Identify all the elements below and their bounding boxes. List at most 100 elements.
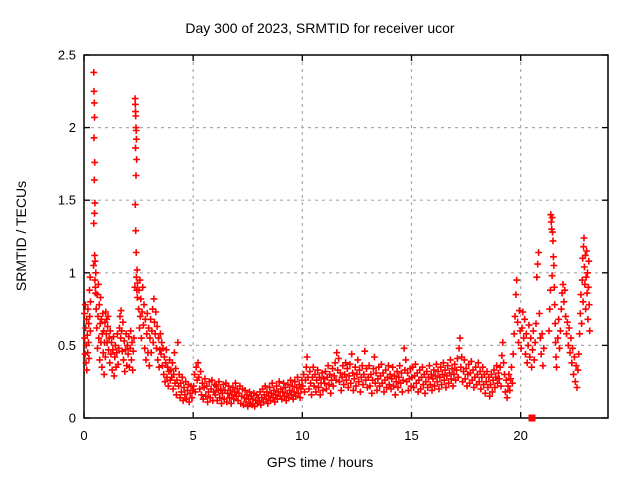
data-point-marker — [341, 371, 349, 378]
data-point-marker — [169, 359, 176, 367]
data-point-marker — [526, 353, 534, 361]
data-point-marker — [84, 349, 92, 357]
data-point-marker — [149, 339, 157, 346]
data-point-marker — [133, 294, 141, 301]
data-point-marker — [284, 381, 292, 388]
data-point-marker — [367, 371, 375, 378]
data-point-marker — [114, 330, 121, 338]
data-point-marker — [576, 310, 584, 317]
data-point-marker — [119, 318, 127, 326]
data-point-marker — [430, 366, 438, 374]
data-point-marker — [568, 359, 576, 367]
data-point-marker — [336, 378, 343, 386]
data-point-marker — [129, 347, 137, 355]
data-point-marker — [580, 243, 587, 251]
data-point-marker — [93, 324, 101, 332]
data-point-marker — [90, 69, 98, 76]
data-point-marker — [490, 366, 498, 374]
data-point-marker — [94, 313, 102, 320]
data-point-marker — [573, 384, 581, 391]
data-point-marker — [133, 266, 141, 274]
data-point-marker — [150, 295, 158, 303]
data-point-marker — [457, 363, 465, 371]
data-point-marker — [410, 384, 418, 391]
data-point-marker — [142, 356, 150, 364]
data-point-marker — [208, 376, 216, 384]
data-point-marker — [342, 359, 349, 367]
data-point-marker — [229, 384, 237, 391]
data-point-marker — [322, 368, 329, 375]
data-point-marker — [557, 327, 564, 335]
data-point-marker — [553, 363, 560, 371]
data-point-marker — [353, 371, 361, 378]
data-point-marker — [575, 350, 583, 358]
data-point-marker — [100, 371, 108, 378]
data-point-marker — [268, 379, 276, 387]
data-point-marker — [91, 199, 99, 207]
data-point-marker — [350, 375, 358, 383]
data-point-marker — [344, 384, 352, 391]
data-point-marker — [441, 366, 449, 374]
data-point-marker — [117, 307, 125, 314]
data-point-marker — [167, 366, 175, 374]
data-point-marker — [483, 368, 491, 375]
data-point-marker — [95, 334, 103, 342]
data-point-marker — [550, 253, 557, 261]
data-point-marker — [192, 363, 200, 371]
data-point-marker — [124, 350, 132, 358]
data-point-marker — [426, 381, 434, 388]
data-point-marker — [90, 99, 98, 107]
data-point-marker — [217, 385, 225, 393]
data-point-marker — [467, 358, 475, 365]
data-point-marker — [201, 375, 209, 383]
data-point-marker — [345, 372, 353, 380]
data-point-marker — [294, 373, 301, 381]
data-point-marker — [136, 276, 144, 284]
data-point-marker — [212, 382, 220, 390]
data-point-marker — [161, 378, 169, 386]
data-point-marker — [560, 298, 568, 306]
data-point-marker — [300, 371, 307, 378]
data-point-marker — [96, 356, 104, 364]
data-point-marker — [495, 375, 503, 383]
data-point-marker — [343, 376, 350, 384]
data-point-marker — [509, 350, 517, 358]
data-point-marker — [412, 360, 419, 368]
data-point-marker — [446, 369, 453, 377]
data-point-marker — [564, 318, 571, 326]
data-point-marker — [273, 382, 280, 390]
data-point-marker — [368, 389, 376, 397]
data-point-marker — [107, 350, 115, 358]
data-point-marker — [404, 369, 411, 377]
data-point-marker — [155, 363, 163, 371]
data-point-marker — [171, 349, 178, 357]
data-point-marker — [395, 373, 403, 381]
data-point-marker — [417, 385, 425, 393]
data-point-marker — [574, 366, 582, 374]
data-point-marker — [527, 334, 535, 342]
data-point-marker — [306, 368, 314, 375]
data-point-marker — [83, 331, 91, 339]
data-point-marker — [496, 363, 504, 371]
data-point-marker — [386, 371, 394, 378]
data-point-marker — [246, 388, 253, 396]
data-point-marker — [93, 291, 101, 298]
data-point-marker — [481, 389, 489, 397]
data-point-marker — [433, 360, 440, 368]
data-point-marker — [132, 112, 140, 120]
data-point-marker — [86, 286, 93, 294]
data-point-marker — [106, 327, 114, 335]
data-point-marker — [447, 356, 454, 364]
data-point-marker — [536, 334, 544, 342]
data-point-marker — [218, 400, 225, 407]
data-point-marker — [311, 371, 319, 378]
data-point-marker — [476, 368, 484, 375]
data-point-marker — [540, 344, 548, 352]
x-tick-label: 15 — [404, 428, 418, 443]
data-point-marker — [440, 376, 448, 384]
data-point-marker — [460, 356, 468, 364]
data-point-marker — [85, 339, 92, 346]
data-point-marker — [532, 320, 540, 327]
data-point-marker — [488, 371, 495, 378]
data-point-marker — [437, 363, 445, 371]
